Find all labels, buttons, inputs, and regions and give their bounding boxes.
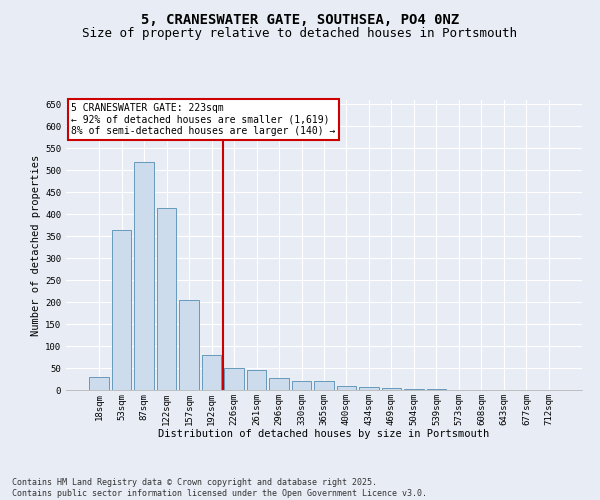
Text: 5 CRANESWATER GATE: 223sqm
← 92% of detached houses are smaller (1,619)
8% of se: 5 CRANESWATER GATE: 223sqm ← 92% of deta… — [71, 103, 335, 136]
Bar — [157, 208, 176, 390]
Bar — [292, 381, 311, 390]
Bar — [134, 162, 154, 390]
Bar — [359, 388, 379, 390]
Y-axis label: Number of detached properties: Number of detached properties — [31, 154, 41, 336]
Bar — [247, 370, 266, 390]
Bar — [337, 386, 356, 390]
Bar — [224, 368, 244, 390]
X-axis label: Distribution of detached houses by size in Portsmouth: Distribution of detached houses by size … — [158, 429, 490, 439]
Bar — [112, 230, 131, 390]
Text: Size of property relative to detached houses in Portsmouth: Size of property relative to detached ho… — [83, 28, 517, 40]
Text: 5, CRANESWATER GATE, SOUTHSEA, PO4 0NZ: 5, CRANESWATER GATE, SOUTHSEA, PO4 0NZ — [141, 12, 459, 26]
Bar — [179, 300, 199, 390]
Bar — [314, 381, 334, 390]
Bar — [89, 377, 109, 390]
Bar — [404, 388, 424, 390]
Bar — [427, 389, 446, 390]
Bar — [202, 355, 221, 390]
Bar — [382, 388, 401, 390]
Text: Contains HM Land Registry data © Crown copyright and database right 2025.
Contai: Contains HM Land Registry data © Crown c… — [12, 478, 427, 498]
Bar — [269, 378, 289, 390]
